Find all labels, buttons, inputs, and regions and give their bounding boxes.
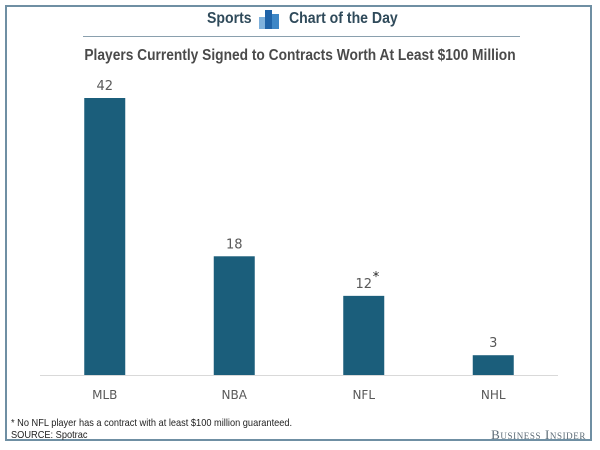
source-note: SOURCE: Spotrac [11, 429, 88, 441]
series-label: Chart of the Day [289, 10, 398, 27]
x-tick-label-nba: NBA [222, 388, 248, 402]
header-divider [83, 36, 520, 37]
bar-nba [213, 256, 255, 375]
annotation-marker: * [373, 270, 380, 285]
data-label-nba: 18 [226, 237, 243, 252]
bar-nfl [343, 295, 385, 375]
x-tick-label-mlb: MLB [92, 388, 117, 402]
x-tick-label-nhl: NHL [481, 388, 506, 402]
brand-logo: Business Insider [491, 427, 586, 442]
bar-nhl [472, 355, 514, 375]
chart-title: Players Currently Signed to Contracts Wo… [84, 47, 516, 64]
data-label-nhl: 3 [489, 336, 497, 351]
footnote: * No NFL player has a contract with at l… [11, 417, 293, 429]
data-label-nfl: 12 [355, 277, 372, 292]
bar-mlb [84, 98, 126, 375]
section-label: Sports [207, 10, 252, 27]
header: Sports Chart of the Day [0, 0, 600, 37]
data-label-mlb: 42 [96, 79, 113, 94]
x-tick-label-nfl: NFL [352, 388, 375, 402]
bar-chart-icon [259, 10, 279, 29]
